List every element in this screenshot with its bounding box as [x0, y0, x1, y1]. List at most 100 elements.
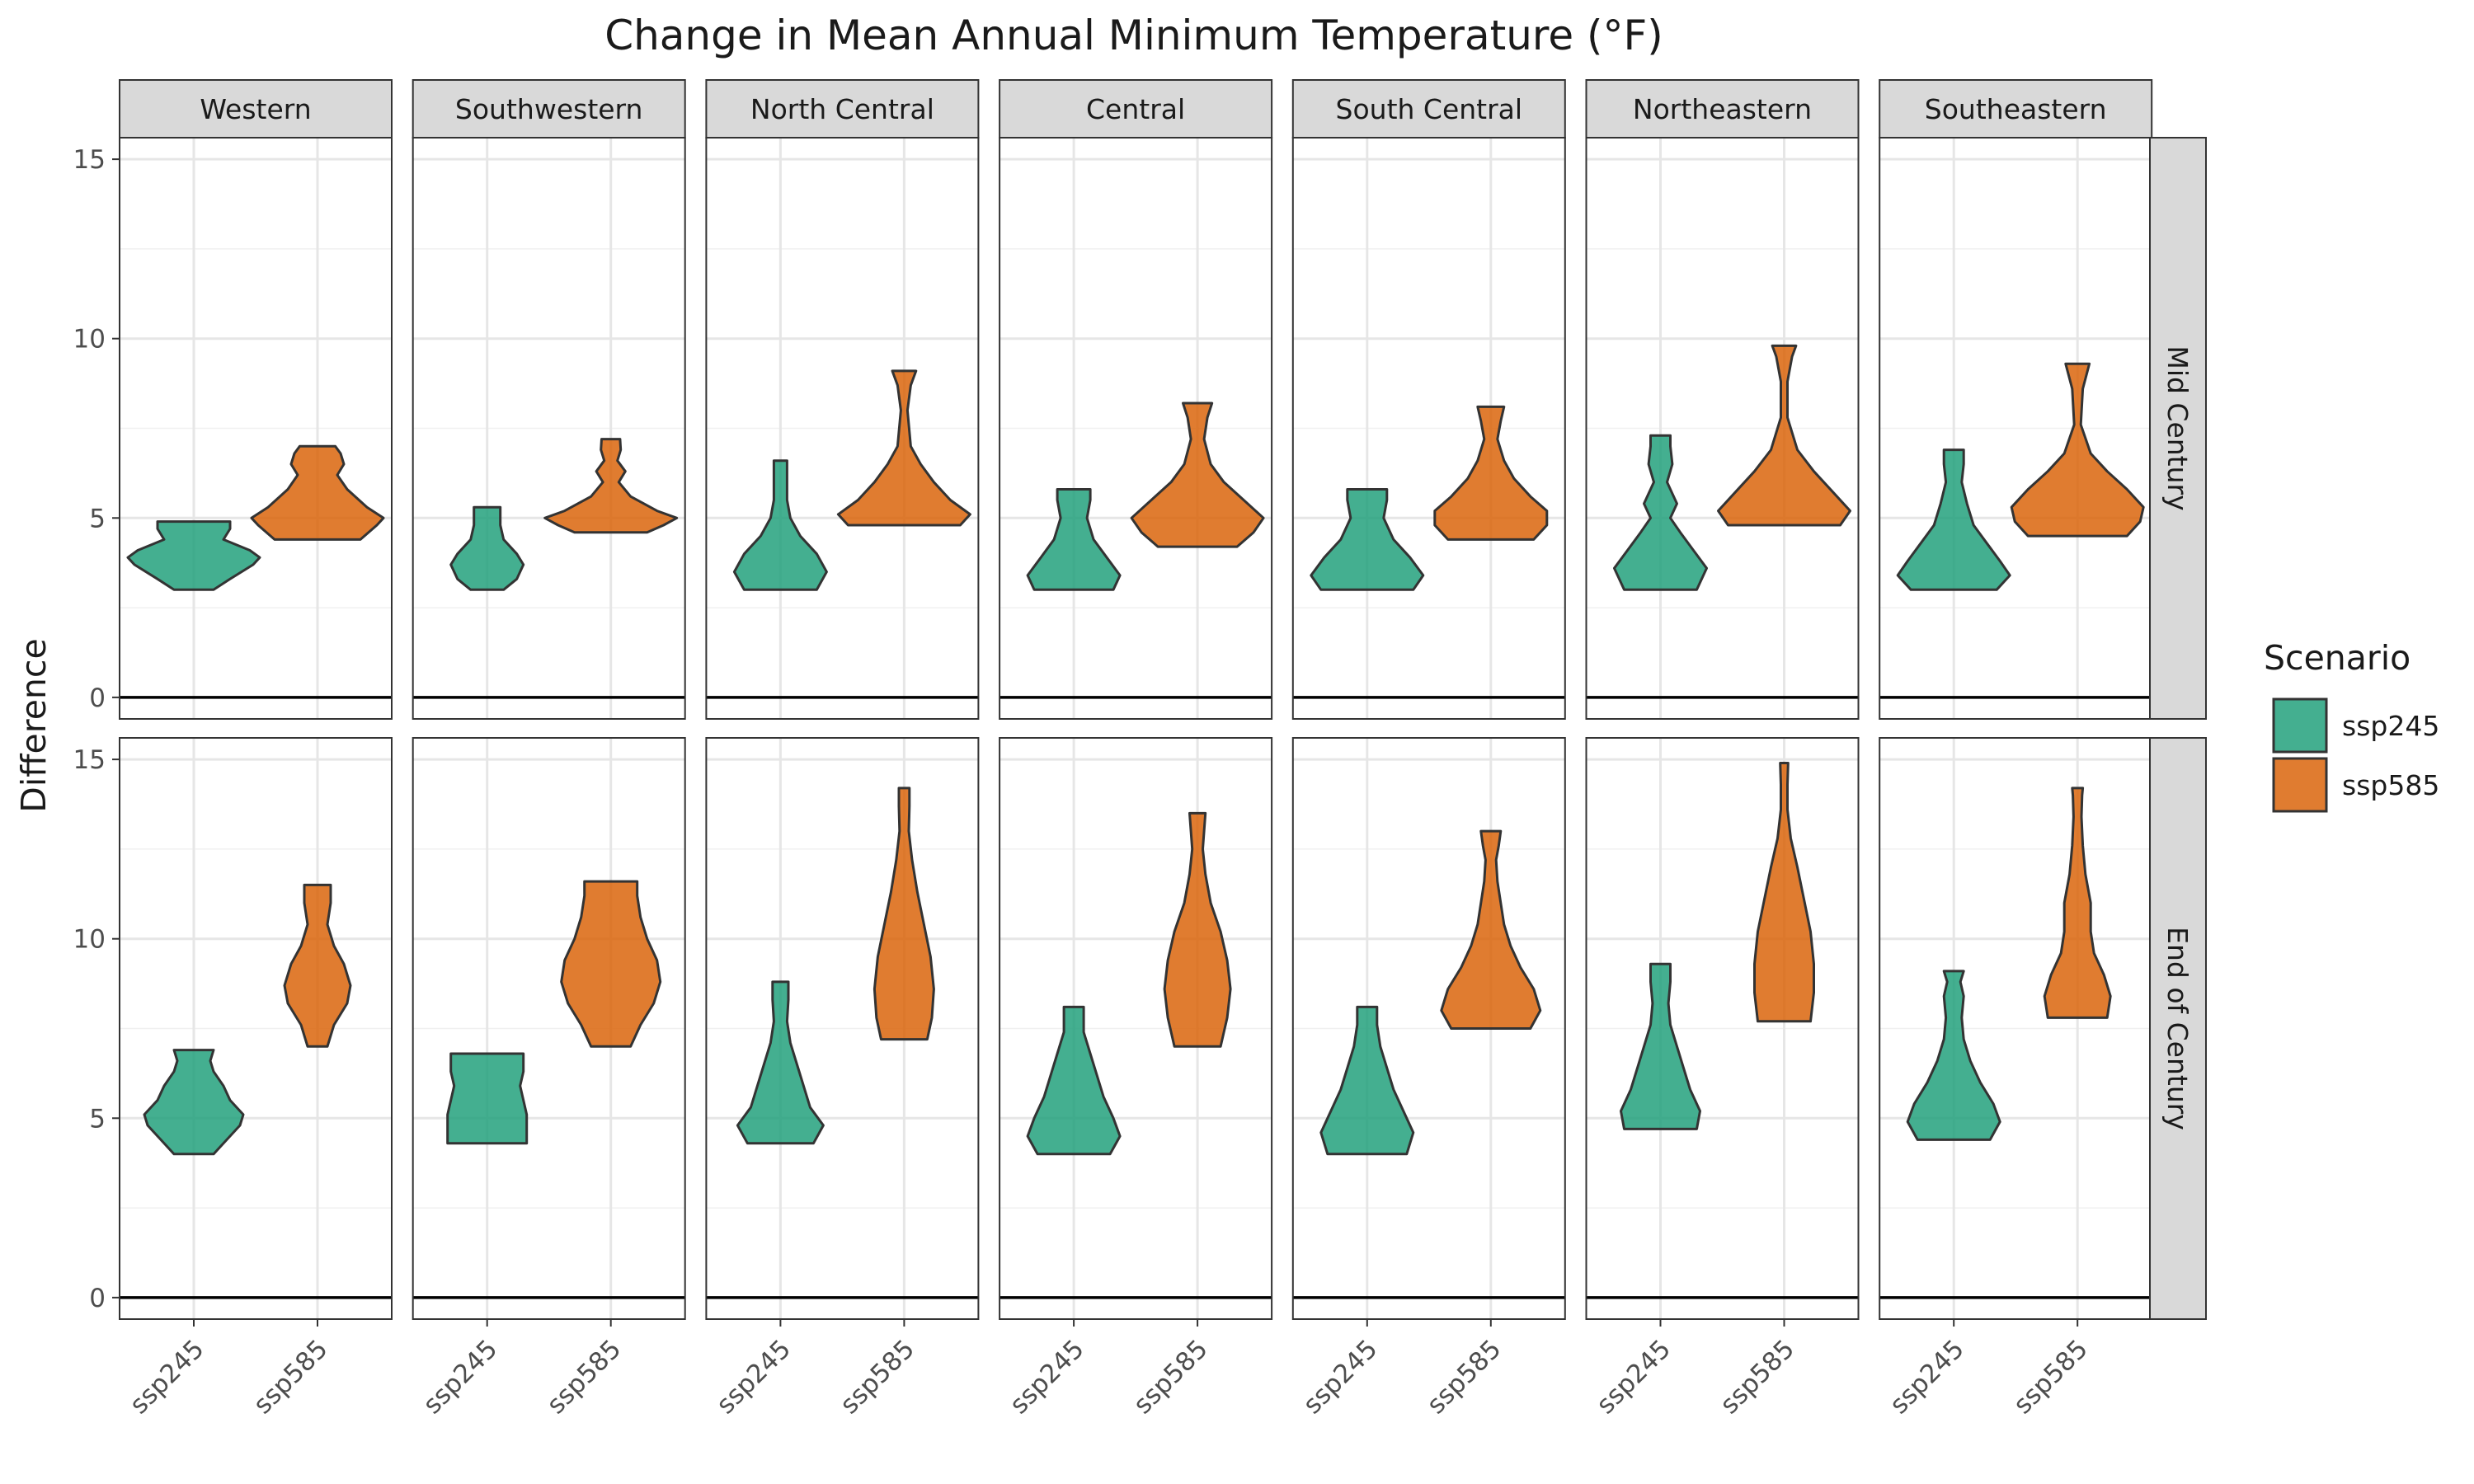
- strip-background: [1291, 79, 1566, 139]
- violin-ssp585: [872, 787, 935, 1041]
- strip-background: [1585, 79, 1860, 139]
- violin-ssp585: [1753, 762, 1815, 1023]
- violin-ssp245: [1906, 970, 2001, 1141]
- legend-label: ssp245: [2342, 710, 2439, 742]
- panel-border: [412, 137, 686, 720]
- violin-ssp245: [1310, 488, 1425, 591]
- strip-label: End of Century: [2161, 927, 2194, 1130]
- violin-ssp585: [1433, 405, 1549, 541]
- y-tick-label: 5: [89, 504, 106, 533]
- panel-north-central-end-of-century: ssp245 ssp585: [705, 737, 980, 1420]
- panel-southwestern-end-of-century: ssp245 ssp585: [412, 737, 686, 1420]
- violin-ssp245: [1896, 448, 2011, 591]
- strip-label: North Central: [750, 93, 934, 125]
- violin-ssp585: [1163, 811, 1232, 1048]
- legend-item-ssp585: ssp585: [2272, 757, 2439, 813]
- panel-northeastern-mid-century: [1585, 137, 1860, 720]
- violin-ssp585: [283, 883, 352, 1048]
- violin-ssp245: [1026, 488, 1122, 591]
- panel-border: [999, 137, 1273, 720]
- panel-western-mid-century: 0 5 10 15: [73, 137, 393, 720]
- y-tick-label: 15: [73, 145, 106, 175]
- legend-item-ssp245: ssp245: [2272, 697, 2439, 754]
- violin-ssp585: [2043, 787, 2112, 1019]
- legend-title: Scenario: [2264, 638, 2411, 678]
- strip-label: Northeastern: [1633, 93, 1812, 125]
- panel-border: [1291, 737, 1566, 1320]
- panel-border: [1291, 137, 1566, 720]
- panel-border: [119, 137, 393, 720]
- violin-ssp245: [1620, 962, 1701, 1130]
- strip-background: [2149, 737, 2207, 1320]
- panel-north-central-mid-century: [705, 137, 980, 720]
- violin-ssp245: [1319, 1005, 1415, 1156]
- strip-background: [119, 79, 393, 139]
- panel-south-central-mid-century: [1291, 137, 1566, 720]
- strip-northeastern: Northeastern: [1585, 79, 1860, 139]
- legend-key: [2272, 757, 2328, 813]
- strip-label: Mid Century: [2161, 345, 2194, 510]
- violin-ssp585: [543, 438, 679, 534]
- strip-label: Southeastern: [1925, 93, 2107, 125]
- strip-label: South Central: [1336, 93, 1523, 125]
- violin-ssp585: [2010, 362, 2145, 538]
- violin-ssp245: [446, 1052, 529, 1145]
- strip-label: Western: [200, 93, 311, 125]
- violin-ssp245: [449, 505, 525, 591]
- panel-northeastern-end-of-century: ssp245 ssp585: [1585, 737, 1860, 1420]
- violin-ssp245: [732, 459, 828, 591]
- strip-central: Central: [999, 79, 1273, 139]
- strip-end-of-century: End of Century: [2149, 737, 2207, 1320]
- strip-south-central: South Central: [1291, 79, 1566, 139]
- y-tick-label: 10: [73, 925, 106, 955]
- strip-background: [412, 79, 686, 139]
- panel-border: [705, 137, 980, 720]
- panel-southwestern-mid-century: [412, 137, 686, 720]
- facet-panels: Western 0 5 10 15 0 5 10 15 ssp245 ssp585 Southwest…: [73, 79, 2207, 1420]
- strip-background: [999, 79, 1273, 139]
- violin-ssp245: [736, 980, 825, 1145]
- y-tick-label: 15: [73, 745, 106, 775]
- violin-ssp585: [1440, 829, 1542, 1030]
- strip-southeastern: Southeastern: [1879, 79, 2153, 139]
- strip-western: Western: [119, 79, 393, 139]
- legend-label: ssp585: [2342, 769, 2439, 801]
- panel-southeastern-mid-century: [1879, 137, 2153, 720]
- panel-south-central-end-of-century: ssp245 ssp585: [1291, 737, 1566, 1420]
- strip-background: [705, 79, 980, 139]
- y-tick-label: 0: [89, 683, 106, 713]
- chart-title: Change in Mean Annual Minimum Temperatur…: [604, 12, 1663, 59]
- violin-ssp585: [1717, 344, 1851, 527]
- violin-ssp245: [126, 520, 261, 591]
- y-tick-label: 0: [89, 1284, 106, 1313]
- violin-ssp245: [1026, 1005, 1122, 1156]
- violin-ssp585: [1130, 402, 1265, 548]
- panel-border: [705, 737, 980, 1320]
- violin-ssp585: [560, 880, 662, 1048]
- strip-mid-century: Mid Century: [2149, 137, 2207, 720]
- legend-key: [2272, 697, 2328, 754]
- panel-central-end-of-century: ssp245 ssp585: [999, 737, 1273, 1420]
- y-tick-label: 10: [73, 325, 106, 355]
- strip-southwestern: Southwestern: [412, 79, 686, 139]
- strip-north-central: North Central: [705, 79, 980, 139]
- panel-border: [1585, 737, 1860, 1320]
- panel-central-mid-century: [999, 137, 1273, 720]
- y-axis-title: Difference: [14, 638, 54, 812]
- legend: Scenario ssp245 ssp585: [2264, 638, 2439, 813]
- y-tick-label: 5: [89, 1104, 106, 1134]
- panel-border: [119, 737, 393, 1320]
- panel-border: [999, 737, 1273, 1320]
- strip-background: [1879, 79, 2153, 139]
- strip-background: [2149, 137, 2207, 720]
- violin-ssp245: [1613, 434, 1708, 591]
- strip-label: Southwestern: [455, 93, 643, 125]
- panel-border: [1585, 137, 1860, 720]
- panel-border: [412, 737, 686, 1320]
- violin-ssp585: [250, 444, 385, 541]
- violin-ssp245: [143, 1049, 245, 1156]
- strip-label: Central: [1086, 93, 1185, 125]
- violin-ssp585: [836, 369, 971, 527]
